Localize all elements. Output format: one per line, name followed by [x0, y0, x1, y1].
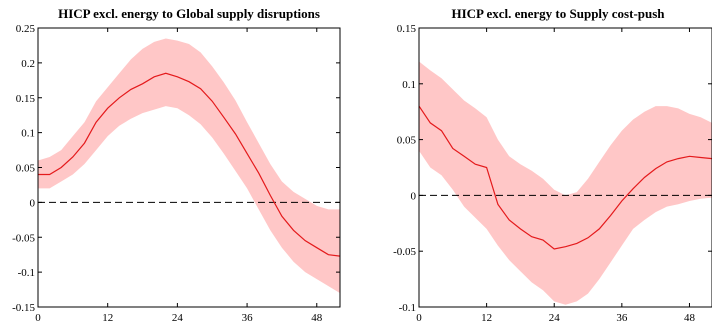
y-tick-label: 0: [411, 190, 417, 202]
y-tick-label: -0.1: [399, 302, 416, 314]
x-tick-label: 36: [616, 312, 628, 324]
y-tick-label: -0.15: [12, 302, 35, 314]
y-tick-label: 0.15: [16, 93, 36, 105]
y-tick-label: 0.2: [21, 58, 35, 70]
x-tick-label: 0: [35, 312, 41, 324]
x-tick-label: 12: [102, 312, 113, 324]
y-tick-label: 0.05: [397, 135, 417, 147]
chart-supply-cost-push: HICP excl. energy to Supply cost-push 0.…: [393, 6, 712, 324]
y-tick-label: -0.05: [393, 246, 416, 258]
y-tick-label: 0.25: [16, 23, 36, 35]
y-tick-labels: 0.15 0.1 0.05 0 -0.05 -0.1: [393, 23, 416, 314]
x-tick-label: 48: [684, 312, 696, 324]
y-tick-label: 0.15: [397, 23, 417, 35]
tick-marks: [418, 27, 712, 308]
y-tick-label: 0.05: [16, 163, 36, 175]
ci-band: [38, 38, 340, 294]
x-tick-label: 36: [242, 312, 254, 324]
chart-global-supply-disruptions: HICP excl. energy to Global supply disru…: [12, 6, 341, 324]
x-tick-label: 24: [172, 312, 184, 324]
ci-band-group: [419, 61, 712, 305]
x-tick-labels: 0 12 24 36 48: [35, 312, 323, 324]
y-tick-label: -0.05: [12, 232, 35, 244]
y-tick-labels: 0.25 0.2 0.15 0.1 0.05 0 -0.05 -0.1 -0.15: [12, 23, 35, 314]
x-tick-label: 48: [311, 312, 323, 324]
y-tick-label: 0.1: [21, 128, 35, 140]
y-tick-label: -0.1: [18, 267, 35, 279]
x-tick-label: 0: [416, 312, 422, 324]
median-line-group: [38, 72, 341, 257]
x-tick-labels: 0 12 24 36 48: [416, 312, 695, 324]
chart-title: HICP excl. energy to Global supply disru…: [58, 6, 320, 21]
y-tick-label: 0: [30, 197, 36, 209]
median-line: [38, 72, 341, 257]
x-tick-label: 12: [481, 312, 492, 324]
ci-band: [419, 61, 712, 305]
plot-frame: [418, 27, 712, 308]
median-line: [418, 105, 712, 250]
ci-band-group: [38, 38, 340, 294]
median-line-group: [418, 105, 712, 250]
y-tick-label: 0.1: [402, 79, 416, 91]
chart-title: HICP excl. energy to Supply cost-push: [451, 6, 665, 21]
tick-marks: [37, 27, 340, 308]
x-tick-label: 24: [549, 312, 561, 324]
